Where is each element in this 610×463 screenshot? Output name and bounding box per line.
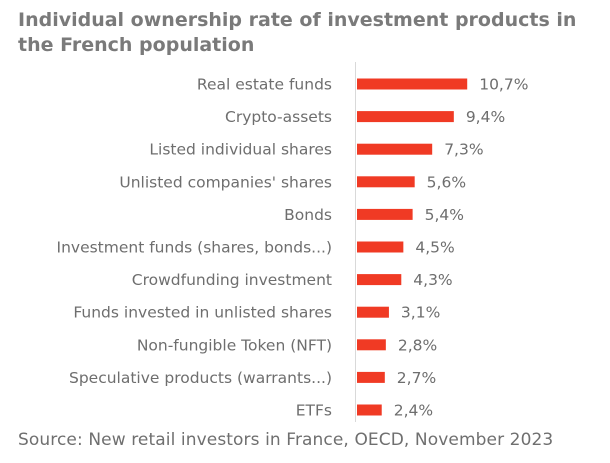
category-label: Speculative products (warrants...) xyxy=(69,369,332,387)
value-label: 7,3% xyxy=(444,141,483,159)
bar xyxy=(357,111,454,123)
bar-chart: Real estate funds 10,7% Crypto-assets 9,4% L… xyxy=(57,62,528,422)
category-label: Investment funds (shares, bonds...) xyxy=(57,239,333,257)
bar xyxy=(357,208,413,220)
value-label: 9,4% xyxy=(466,108,505,126)
bar xyxy=(357,404,382,416)
value-label: 2,7% xyxy=(397,369,436,387)
bar xyxy=(357,241,404,253)
bar xyxy=(357,339,386,351)
bar xyxy=(357,143,433,155)
category-label: Listed individual shares xyxy=(149,141,332,159)
category-label: Unlisted companies' shares xyxy=(119,173,332,191)
value-label: 2,4% xyxy=(394,402,433,420)
value-label: 4,3% xyxy=(413,271,452,289)
value-label: 10,7% xyxy=(479,76,528,94)
category-label: Funds invested in unlisted shares xyxy=(73,304,332,322)
value-label: 5,4% xyxy=(425,206,464,224)
bar xyxy=(357,371,385,383)
category-label: ETFs xyxy=(296,402,332,420)
category-label: Crowdfunding investment xyxy=(132,271,332,289)
source-note: Source: New retail investors in France, … xyxy=(18,430,554,450)
category-label: Non-fungible Token (NFT) xyxy=(137,336,332,354)
bar xyxy=(357,306,389,318)
bar xyxy=(357,78,468,90)
chart-title: Individual ownership rate of investment … xyxy=(18,9,577,56)
value-label: 3,1% xyxy=(401,304,440,322)
category-label: Bonds xyxy=(284,206,332,224)
bar xyxy=(357,274,402,286)
category-label: Real estate funds xyxy=(197,76,332,94)
value-label: 4,5% xyxy=(415,239,454,257)
category-label: Crypto-assets xyxy=(225,108,332,126)
bar xyxy=(357,176,415,188)
value-label: 5,6% xyxy=(427,173,466,191)
value-label: 2,8% xyxy=(398,336,437,354)
